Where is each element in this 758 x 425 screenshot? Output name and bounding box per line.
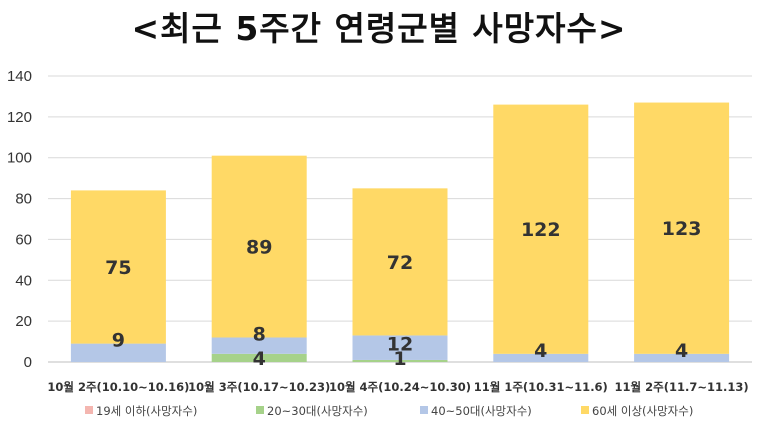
data-label: 8 [253,323,266,345]
legend-label: 40~50대(사망자수) [431,404,532,418]
x-tick-label: 11월 1주(10.31~11.6) [474,380,608,394]
data-label: 89 [246,237,272,259]
y-tick-label: 40 [15,272,32,289]
legend-swatch [420,406,428,414]
y-tick-label: 80 [15,191,32,208]
data-label: 1 [393,348,406,370]
data-label: 75 [105,257,131,279]
x-tick-label: 10월 3주(10.17~10.23) [188,380,330,394]
data-label: 123 [662,218,702,240]
legend-label: 19세 이하(사망자수) [96,404,197,418]
x-tick-label: 10월 2주(10.10~10.16) [47,380,189,394]
legend-swatch [256,406,264,414]
data-label: 122 [521,219,561,241]
bar-segment [634,102,730,354]
x-tick-label: 11월 2주(11.7~11.13) [615,380,749,394]
data-label: 9 [112,330,125,352]
data-label: 12 [387,334,413,356]
bar-segment [493,353,589,362]
legend-label: 60세 이상(사망자수) [592,404,693,418]
bar-segment [352,359,448,362]
data-label: 72 [387,252,413,274]
bar-segment [634,353,730,362]
data-label: 4 [675,340,688,362]
legend-swatch [85,406,93,414]
bar-segment [352,335,448,360]
y-tick-label: 60 [15,231,32,248]
y-tick-label: 0 [24,354,32,371]
legend-swatch [581,406,589,414]
bar-segment [352,188,448,336]
bar-segment [70,343,166,362]
data-label: 4 [253,348,266,370]
data-label: 4 [534,340,547,362]
x-tick-label: 10월 4주(10.24~10.30) [329,380,471,394]
y-tick-label: 140 [7,68,32,85]
y-tick-label: 100 [7,150,32,167]
bar-segment [211,337,307,354]
legend-label: 20~30대(사망자수) [267,404,368,418]
y-tick-label: 120 [7,109,32,126]
bar-segment [70,190,166,344]
bar-segment [211,155,307,338]
y-tick-label: 20 [15,313,32,330]
bar-segment [493,104,589,354]
chart-title: <최근 5주간 연령군별 사망자수> [131,9,627,48]
bar-segment [211,353,307,362]
